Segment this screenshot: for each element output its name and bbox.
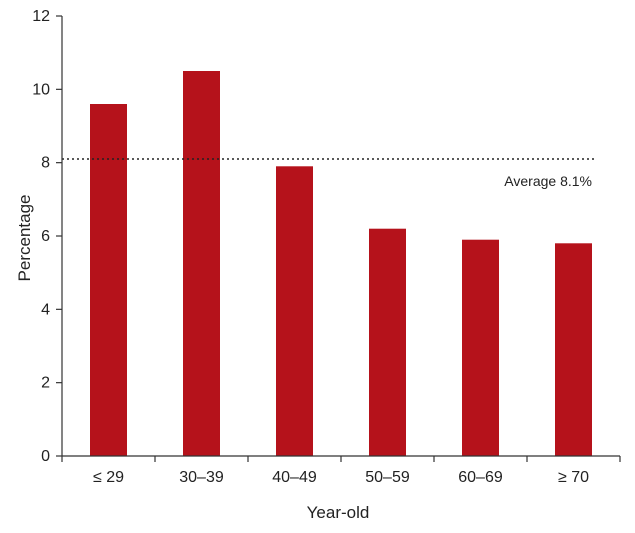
bar-3 <box>369 228 406 456</box>
y-tick-label-2: 2 <box>41 375 50 392</box>
axes-layer: 0 2 4 6 8 10 12 ≤ 29 30–39 40–49 50–59 60–69 ≥ 70 <box>32 8 621 486</box>
y-tick-label-10: 10 <box>32 81 50 98</box>
x-tick-label-2: 40–49 <box>272 469 317 486</box>
x-tick-label-4: 60–69 <box>458 469 503 486</box>
bar-1 <box>183 71 220 456</box>
bars-layer <box>90 71 592 457</box>
labels-layer: Year-old Percentage Average 8.1% <box>15 173 592 522</box>
bar-4 <box>462 239 499 456</box>
x-tick-label-0: ≤ 29 <box>93 469 124 486</box>
bar-2 <box>276 166 313 457</box>
x-tick-label-3: 50–59 <box>365 469 410 486</box>
bar-0 <box>90 104 127 456</box>
x-tick-label-1: 30–39 <box>179 469 224 486</box>
x-axis-title: Year-old <box>307 503 370 522</box>
y-tick-label-8: 8 <box>41 155 50 172</box>
bar-5 <box>555 243 592 456</box>
x-tick-label-5: ≥ 70 <box>558 469 589 486</box>
y-axis-title: Percentage <box>15 195 34 282</box>
y-tick-label-6: 6 <box>41 228 50 245</box>
average-line-label: Average 8.1% <box>504 173 592 189</box>
y-tick-label-0: 0 <box>41 448 50 465</box>
y-tick-label-12: 12 <box>32 8 50 25</box>
y-tick-label-4: 4 <box>41 301 50 318</box>
